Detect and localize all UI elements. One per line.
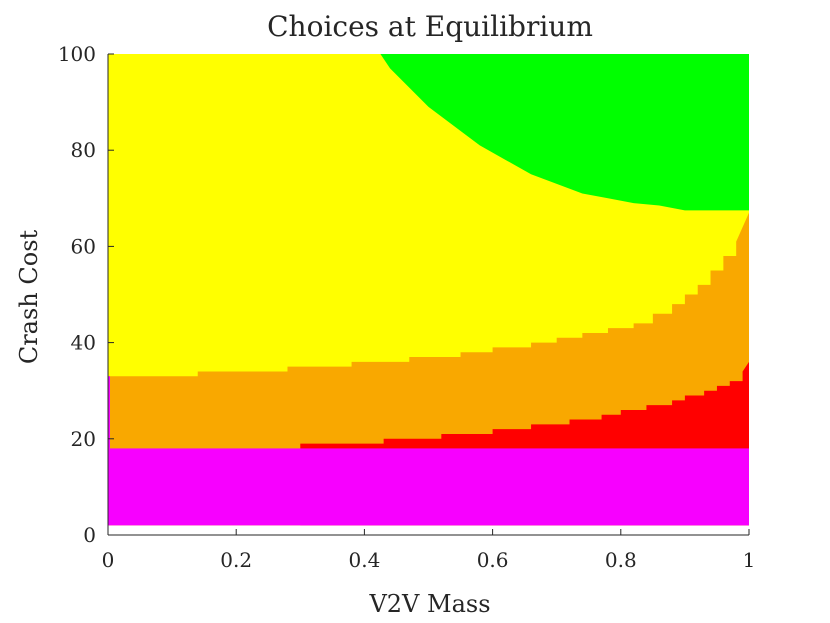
y-tick-label: 80 [71,138,96,162]
x-tick-label: 0 [102,548,115,572]
y-tick-label: 60 [71,234,96,258]
x-tick-label: 1 [743,548,756,572]
x-tick-label: 0.8 [605,548,637,572]
y-tick-label: 40 [71,331,96,355]
y-tick-label: 0 [83,523,96,547]
region-magenta [108,448,749,526]
axes: 0 0.2 0.4 0.6 0.8 1 0 20 40 60 80 100 [58,42,756,572]
region-green [380,54,749,211]
y-axis-label: Crash Cost [15,229,43,364]
region-magenta-edge [108,376,110,449]
x-tick-label: 0.6 [477,548,509,572]
chart-title: Choices at Equilibrium [267,10,593,43]
plot-area [108,54,749,526]
x-tick-label: 0.4 [348,548,380,572]
y-tick-label: 20 [71,427,96,451]
y-tick-label: 100 [58,42,96,66]
x-tick-label: 0.2 [220,548,252,572]
x-axis-label: V2V Mass [368,590,490,618]
